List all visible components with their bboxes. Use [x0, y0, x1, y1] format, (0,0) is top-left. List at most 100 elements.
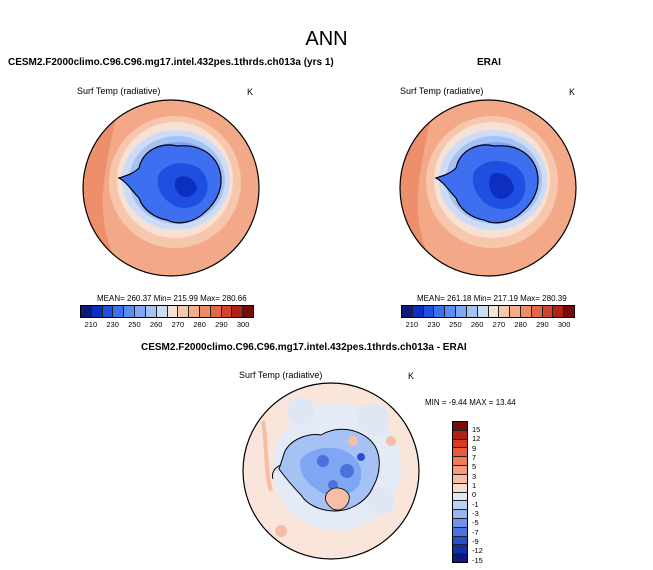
- diff-colorbar-swatch: [453, 422, 467, 431]
- diff-colorbar-swatch: [453, 466, 467, 475]
- diff-map: [242, 382, 420, 560]
- diff-colorbar-swatch: [453, 501, 467, 511]
- colorbar-tick-label: 12: [472, 434, 481, 444]
- colorbar-tick-label: -7: [472, 527, 479, 537]
- diff-colorbar-swatch: [453, 518, 467, 528]
- model-colorbar-swatch: [210, 306, 222, 317]
- colorbar-tick-label: 270: [492, 320, 506, 329]
- model-map-border: [82, 99, 260, 277]
- colorbar-tick-label: 250: [128, 320, 141, 329]
- colorbar-tick-label: 210: [405, 320, 419, 329]
- model-variable-label: Surf Temp (radiative): [77, 86, 161, 96]
- diff-colorbar-swatch: [453, 545, 467, 555]
- obs-temperature-field: [400, 100, 576, 276]
- obs-stats: MEAN= 261.18 Min= 217.19 Max= 280.39: [417, 294, 567, 303]
- diff-stats: MIN = -9.44 MAX = 13.44: [425, 398, 516, 407]
- obs-colorbar-swatches: [401, 305, 575, 318]
- colorbar-tick-label: 230: [427, 320, 440, 329]
- colorbar-tick-label: 15: [472, 425, 481, 435]
- diff-colorbar-ticks: 15 12 9 7 5 3 1 0 -1 -3 -5 -7 -9 -12 -15: [472, 421, 483, 569]
- diff-units-label: K: [408, 371, 415, 381]
- obs-colorbar-swatch: [402, 306, 413, 317]
- obs-colorbar-swatch: [445, 306, 457, 317]
- diff-variable-label: Surf Temp (radiative): [239, 370, 323, 380]
- obs-colorbar-swatch: [477, 306, 489, 317]
- diff-colorbar-swatch: [453, 430, 467, 440]
- colorbar-tick-label: 250: [449, 320, 462, 329]
- colorbar-tick-label: 300: [557, 320, 571, 329]
- model-colorbar-swatch: [102, 306, 114, 317]
- obs-colorbar: 210 230 250 260 270 280 290 300: [401, 305, 575, 329]
- model-temperature-field: [83, 100, 259, 276]
- colorbar-tick-label: -1: [472, 499, 479, 509]
- model-colorbar-swatch: [243, 306, 253, 317]
- diff-colorbar-swatches: [452, 421, 468, 563]
- colorbar-tick-label: 0: [472, 490, 477, 500]
- model-map: [82, 99, 260, 277]
- colorbar-tick-label: 290: [536, 320, 549, 329]
- colorbar-tick-label: 290: [215, 320, 228, 329]
- obs-colorbar-swatch: [423, 306, 435, 317]
- diff-colorbar-swatch: [453, 474, 467, 484]
- colorbar-tick-label: -5: [472, 518, 479, 528]
- obs-colorbar-swatch: [520, 306, 532, 317]
- obs-map: [399, 99, 577, 277]
- diff-colorbar-swatch: [453, 510, 467, 519]
- model-colorbar-swatch: [189, 306, 200, 317]
- model-colorbar: 210 230 250 260 270 280 290 300: [80, 305, 254, 329]
- model-units-label: K: [247, 87, 254, 97]
- obs-colorbar-swatch: [456, 306, 467, 317]
- model-stats: MEAN= 260.37 Min= 215.99 Max= 280.66: [97, 294, 247, 303]
- diff-colorbar-swatch: [453, 492, 467, 502]
- obs-colorbar-swatch: [564, 306, 574, 317]
- obs-colorbar-ticks: 210 230 250 260 270 280 290 300: [401, 320, 575, 329]
- diff-map-border: [242, 382, 420, 560]
- model-colorbar-swatch: [199, 306, 211, 317]
- colorbar-tick-label: -12: [472, 546, 483, 556]
- diff-colorbar-swatch: [453, 448, 467, 458]
- colorbar-tick-label: 280: [193, 320, 206, 329]
- diff-temperature-field: [243, 383, 419, 559]
- colorbar-tick-label: 280: [514, 320, 527, 329]
- diff-panel-title: CESM2.F2000climo.C96.C96.mg17.intel.432p…: [141, 342, 467, 353]
- diff-colorbar-swatch: [453, 527, 467, 537]
- model-panel-title: CESM2.F2000climo.C96.C96.mg17.intel.432p…: [8, 57, 334, 68]
- obs-colorbar-swatch: [553, 306, 565, 317]
- obs-colorbar-swatch: [531, 306, 543, 317]
- obs-panel-title: ERAI: [477, 57, 501, 68]
- obs-variable-label: Surf Temp (radiative): [400, 86, 484, 96]
- model-colorbar-swatch: [124, 306, 136, 317]
- colorbar-tick-label: 210: [84, 320, 98, 329]
- colorbar-tick-label: -9: [472, 537, 479, 547]
- diff-colorbar-swatch: [453, 457, 467, 467]
- colorbar-tick-label: 260: [149, 320, 163, 329]
- obs-colorbar-swatch: [412, 306, 424, 317]
- colorbar-tick-label: -15: [472, 555, 483, 565]
- model-colorbar-ticks: 210 230 250 260 270 280 290 300: [80, 320, 254, 329]
- diff-colorbar-swatch: [453, 554, 467, 562]
- diff-colorbar: 15 12 9 7 5 3 1 0 -1 -3 -5 -7 -9 -12 -15: [452, 421, 483, 569]
- obs-map-border: [399, 99, 577, 277]
- model-colorbar-swatch: [145, 306, 157, 317]
- colorbar-tick-label: 300: [236, 320, 250, 329]
- obs-colorbar-swatch: [499, 306, 511, 317]
- colorbar-tick-label: 3: [472, 471, 477, 481]
- diff-colorbar-swatch: [453, 483, 467, 493]
- colorbar-tick-label: 270: [171, 320, 185, 329]
- figure-title: ANN: [305, 28, 348, 50]
- model-colorbar-swatches: [80, 305, 254, 318]
- model-colorbar-swatch: [221, 306, 233, 317]
- model-colorbar-swatch: [81, 306, 92, 317]
- obs-colorbar-swatch: [488, 306, 500, 317]
- colorbar-tick-label: 5: [472, 462, 477, 472]
- obs-colorbar-swatch: [510, 306, 521, 317]
- model-colorbar-swatch: [135, 306, 146, 317]
- colorbar-tick-label: -3: [472, 509, 479, 519]
- colorbar-tick-label: 9: [472, 443, 477, 453]
- obs-colorbar-swatch: [434, 306, 446, 317]
- diff-colorbar-swatch: [453, 536, 467, 546]
- model-colorbar-swatch: [156, 306, 168, 317]
- colorbar-tick-label: 260: [470, 320, 484, 329]
- model-colorbar-swatch: [178, 306, 190, 317]
- model-colorbar-swatch: [232, 306, 244, 317]
